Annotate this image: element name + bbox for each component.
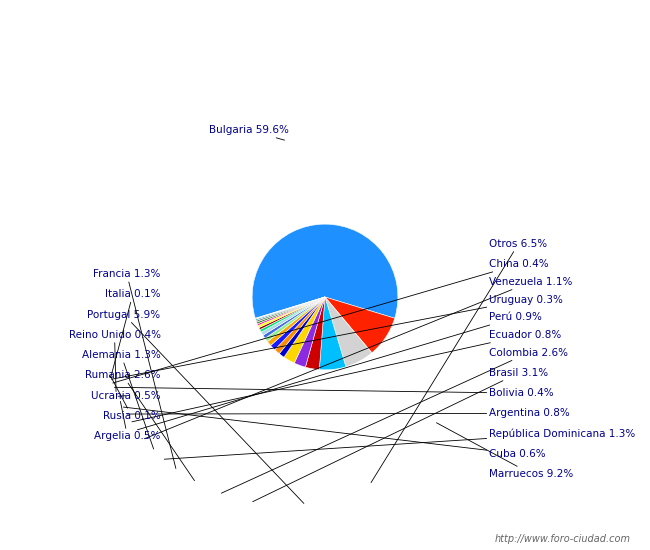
Text: Alemania 1.3%: Alemania 1.3% <box>82 350 161 449</box>
Text: Argelia 0.5%: Argelia 0.5% <box>94 402 161 441</box>
Text: Portugal 5.9%: Portugal 5.9% <box>87 310 304 503</box>
Text: Venezuela 1.1%: Venezuela 1.1% <box>144 277 573 439</box>
Wedge shape <box>259 297 325 329</box>
Text: Italia 0.1%: Italia 0.1% <box>105 289 161 377</box>
Text: Brasil 3.1%: Brasil 3.1% <box>253 368 549 502</box>
Text: Bulgaria 59.6%: Bulgaria 59.6% <box>209 125 289 140</box>
Text: Rusia 0.1%: Rusia 0.1% <box>103 376 161 421</box>
Text: República Dominicana 1.3%: República Dominicana 1.3% <box>164 428 636 459</box>
Text: Valencia de Don Juan - Habitantes nacidos en el extranjero segun pais - 2020: Valencia de Don Juan - Habitantes nacido… <box>96 15 554 29</box>
Text: Uruguay 0.3%: Uruguay 0.3% <box>112 295 564 380</box>
Text: China 0.4%: China 0.4% <box>113 259 549 383</box>
Wedge shape <box>306 297 325 370</box>
Wedge shape <box>263 297 325 338</box>
Wedge shape <box>325 297 395 353</box>
Text: Rumania 2.6%: Rumania 2.6% <box>85 371 194 481</box>
Text: Perú 0.9%: Perú 0.9% <box>137 312 542 430</box>
Wedge shape <box>258 297 325 328</box>
Text: Otros 6.5%: Otros 6.5% <box>371 239 547 482</box>
Wedge shape <box>265 297 325 342</box>
Wedge shape <box>270 297 325 350</box>
Text: Marruecos 9.2%: Marruecos 9.2% <box>436 423 574 479</box>
Text: Reino Unido 0.4%: Reino Unido 0.4% <box>68 330 161 392</box>
Wedge shape <box>284 297 325 363</box>
Wedge shape <box>294 297 325 367</box>
Wedge shape <box>255 297 325 318</box>
Text: Colombia 2.6%: Colombia 2.6% <box>222 348 569 493</box>
Wedge shape <box>255 297 325 321</box>
Text: Francia 1.3%: Francia 1.3% <box>93 270 176 469</box>
Wedge shape <box>257 297 325 326</box>
Wedge shape <box>257 297 325 324</box>
Wedge shape <box>280 297 325 357</box>
Wedge shape <box>256 297 325 322</box>
Wedge shape <box>260 297 325 332</box>
Wedge shape <box>275 297 325 354</box>
Text: Bolivia 0.4%: Bolivia 0.4% <box>114 387 554 398</box>
Wedge shape <box>261 297 325 336</box>
Wedge shape <box>252 224 398 318</box>
Text: Cuba 0.6%: Cuba 0.6% <box>124 407 546 459</box>
Text: Ecuador 0.8%: Ecuador 0.8% <box>132 330 562 422</box>
Wedge shape <box>325 297 372 367</box>
Text: Argentina 0.8%: Argentina 0.8% <box>127 409 570 419</box>
Text: http://www.foro-ciudad.com: http://www.foro-ciudad.com <box>495 535 630 544</box>
Wedge shape <box>255 297 325 319</box>
Text: Ucrania 0.5%: Ucrania 0.5% <box>91 390 161 400</box>
Wedge shape <box>319 297 346 370</box>
Wedge shape <box>267 297 325 345</box>
